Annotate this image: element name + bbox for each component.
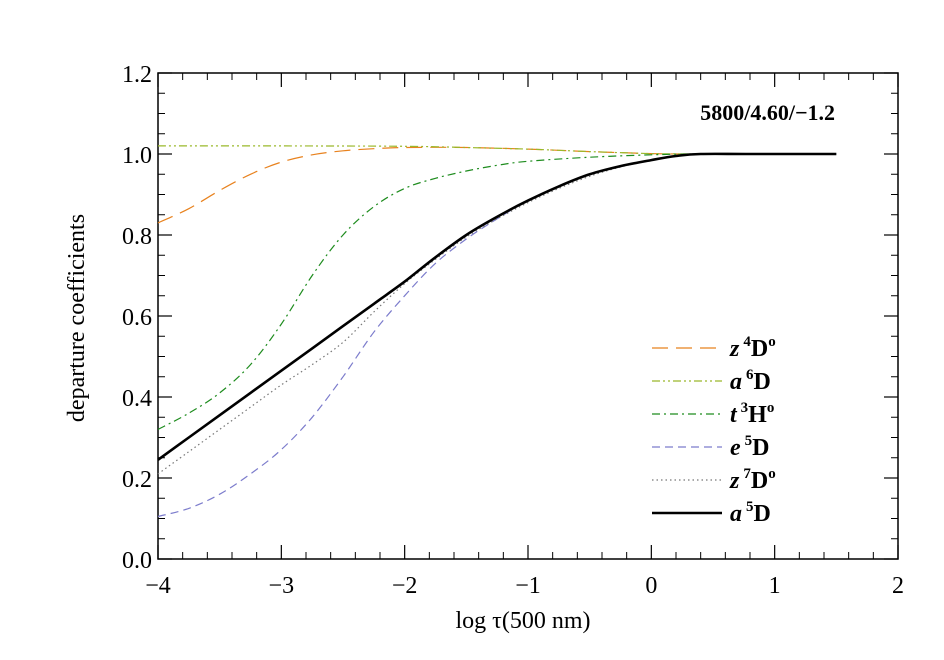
- series-layer: [157, 145, 837, 518]
- legend-label-a6D: a 6D: [730, 367, 771, 395]
- legend-label-a5D: a 5D: [730, 499, 771, 527]
- legend-label-t3Ho: t 3Ho: [730, 400, 774, 428]
- series-line-a5D: [157, 152, 837, 461]
- y-tick-label: 0.2: [122, 467, 152, 493]
- x-tick-label: 2: [892, 573, 904, 599]
- y-tick-label: 0.8: [122, 224, 152, 250]
- series-line-a6D: [157, 145, 837, 155]
- x-tick-label: 0: [645, 573, 657, 599]
- y-tick-label: 1.2: [122, 62, 152, 88]
- x-tick-label: 1: [769, 573, 781, 599]
- legend-label-z7Do: z 7Do: [729, 466, 776, 494]
- model-annotation: 5800/4.60/−1.2: [700, 100, 835, 125]
- series-line-e5D: [157, 153, 837, 518]
- legend-label-z4Do: z 4Do: [729, 334, 776, 362]
- y-tick-label: 0.0: [122, 548, 152, 574]
- x-tick-label: −1: [515, 573, 541, 599]
- y-axis-label: departure coefficients: [64, 214, 90, 422]
- series-line-z4Do: [157, 146, 837, 224]
- legend-label-e5D: e 5D: [730, 433, 770, 461]
- y-tick-label: 0.6: [122, 305, 152, 331]
- series-line-t3Ho: [157, 153, 837, 430]
- legend: z 4Do a 6D t 3Ho e 5D z 7Do a 5D: [652, 334, 776, 527]
- x-axis-label: log τ(500 nm): [456, 608, 591, 634]
- series-line-z7Do: [157, 153, 837, 475]
- x-tick-label: −3: [269, 573, 295, 599]
- axes-layer: −4 −3 −2 −1 0 1 2 0.0 0.2 0.4 0.6 0.8 1.0 1.2: [122, 62, 904, 599]
- x-tick-label: −4: [145, 573, 171, 599]
- y-tick-label: 0.4: [122, 386, 152, 412]
- x-tick-label: −2: [392, 573, 418, 599]
- y-tick-label: 1.0: [122, 143, 152, 169]
